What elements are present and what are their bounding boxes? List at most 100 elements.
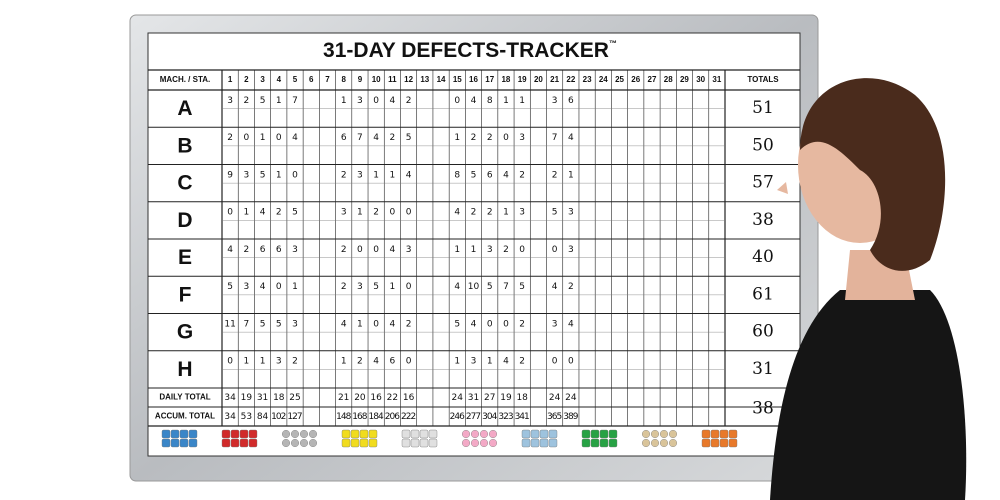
cell-value: 0: [568, 357, 574, 367]
cell-value: 4: [227, 245, 233, 255]
cell-value: 3: [519, 133, 525, 143]
cell-value: 0: [276, 282, 282, 292]
cell-value: 2: [341, 170, 347, 180]
magnet: [462, 439, 471, 448]
magnet: [489, 439, 498, 448]
cell-value: 2: [552, 170, 558, 180]
row-label: B: [177, 134, 192, 157]
cell-value: 4: [373, 357, 379, 367]
day-header: 29: [680, 75, 689, 84]
cell-value: 2: [471, 208, 477, 218]
cell-value: 1: [292, 282, 298, 292]
cell-value: 3: [568, 208, 574, 218]
cell-value: 4: [552, 282, 558, 292]
cell-value: 4: [568, 319, 574, 329]
magnet: [539, 438, 549, 448]
cell-value: 0: [357, 245, 363, 255]
row-total: 57: [752, 173, 774, 193]
cell-value: 2: [227, 133, 233, 143]
row-total: 31: [752, 359, 774, 379]
magnet: [221, 429, 231, 439]
cell-value: 3: [243, 282, 249, 292]
cell-value: 4: [260, 208, 266, 218]
cell-value: 5: [292, 208, 298, 218]
magnet: [660, 430, 669, 439]
cell-value: 0: [552, 357, 558, 367]
cell-value: 4: [406, 170, 412, 180]
day-header: 7: [325, 75, 330, 84]
cell-value: 1: [454, 357, 460, 367]
cell-value: 4: [390, 96, 396, 106]
summary-label: DAILY TOTAL: [159, 393, 210, 402]
row-total: 50: [752, 135, 774, 155]
summary-value: 222: [401, 412, 416, 422]
cell-value: 1: [487, 357, 493, 367]
cell-value: 5: [260, 170, 266, 180]
cell-value: 4: [471, 319, 477, 329]
cell-value: 5: [487, 282, 493, 292]
summary-value: 31: [468, 393, 479, 403]
magnet: [651, 439, 660, 448]
cell-value: 2: [292, 357, 298, 367]
cell-value: 5: [454, 319, 460, 329]
magnet: [401, 438, 411, 448]
magnet: [309, 430, 318, 439]
grand-total: 38: [752, 399, 774, 419]
person: [770, 78, 967, 500]
day-header: 2: [244, 75, 249, 84]
cell-value: 1: [503, 96, 509, 106]
summary-value: 168: [352, 412, 367, 422]
cell-value: 7: [552, 133, 558, 143]
summary-value: 21: [338, 393, 349, 403]
magnet: [230, 429, 240, 439]
cell-value: 4: [341, 319, 347, 329]
cell-value: 1: [341, 96, 347, 106]
magnet: [419, 438, 429, 448]
cell-value: 0: [373, 96, 379, 106]
corner-label: MACH. / STA.: [160, 75, 211, 84]
day-header: 6: [309, 75, 314, 84]
cell-value: 0: [552, 245, 558, 255]
cell-value: 8: [454, 170, 460, 180]
cell-value: 1: [568, 170, 574, 180]
cell-value: 0: [503, 133, 509, 143]
cell-value: 5: [373, 282, 379, 292]
cell-value: 0: [390, 208, 396, 218]
cell-value: 3: [552, 96, 558, 106]
summary-value: 22: [387, 393, 398, 403]
cell-value: 11: [224, 319, 235, 329]
magnet-strip: [161, 429, 738, 448]
cell-value: 6: [487, 170, 493, 180]
day-header: 21: [550, 75, 559, 84]
summary-value: 19: [500, 393, 512, 403]
magnet: [179, 429, 189, 439]
summary-value: 18: [273, 393, 285, 403]
day-header: 1: [228, 75, 233, 84]
row-label: A: [177, 97, 192, 120]
cell-value: 1: [390, 170, 396, 180]
day-header: 15: [453, 75, 462, 84]
cell-value: 1: [373, 170, 379, 180]
cell-value: 3: [406, 245, 412, 255]
cell-value: 4: [471, 96, 477, 106]
day-header: 20: [534, 75, 543, 84]
cell-value: 1: [260, 357, 266, 367]
day-header: 23: [583, 75, 592, 84]
cell-value: 2: [357, 357, 363, 367]
cell-value: 4: [454, 208, 460, 218]
magnet: [291, 430, 300, 439]
row-label: G: [177, 321, 193, 344]
row-total: 38: [752, 210, 774, 230]
magnet: [530, 429, 540, 439]
cell-value: 0: [227, 357, 233, 367]
magnet: [590, 429, 600, 439]
summary-value: 20: [354, 393, 366, 403]
totals-header: TOTALS: [747, 75, 779, 84]
cell-value: 3: [487, 245, 493, 255]
summary-value: 34: [224, 393, 236, 403]
magnet: [608, 438, 618, 448]
cell-value: 4: [454, 282, 460, 292]
cell-value: 3: [471, 357, 477, 367]
cell-value: 1: [243, 357, 249, 367]
